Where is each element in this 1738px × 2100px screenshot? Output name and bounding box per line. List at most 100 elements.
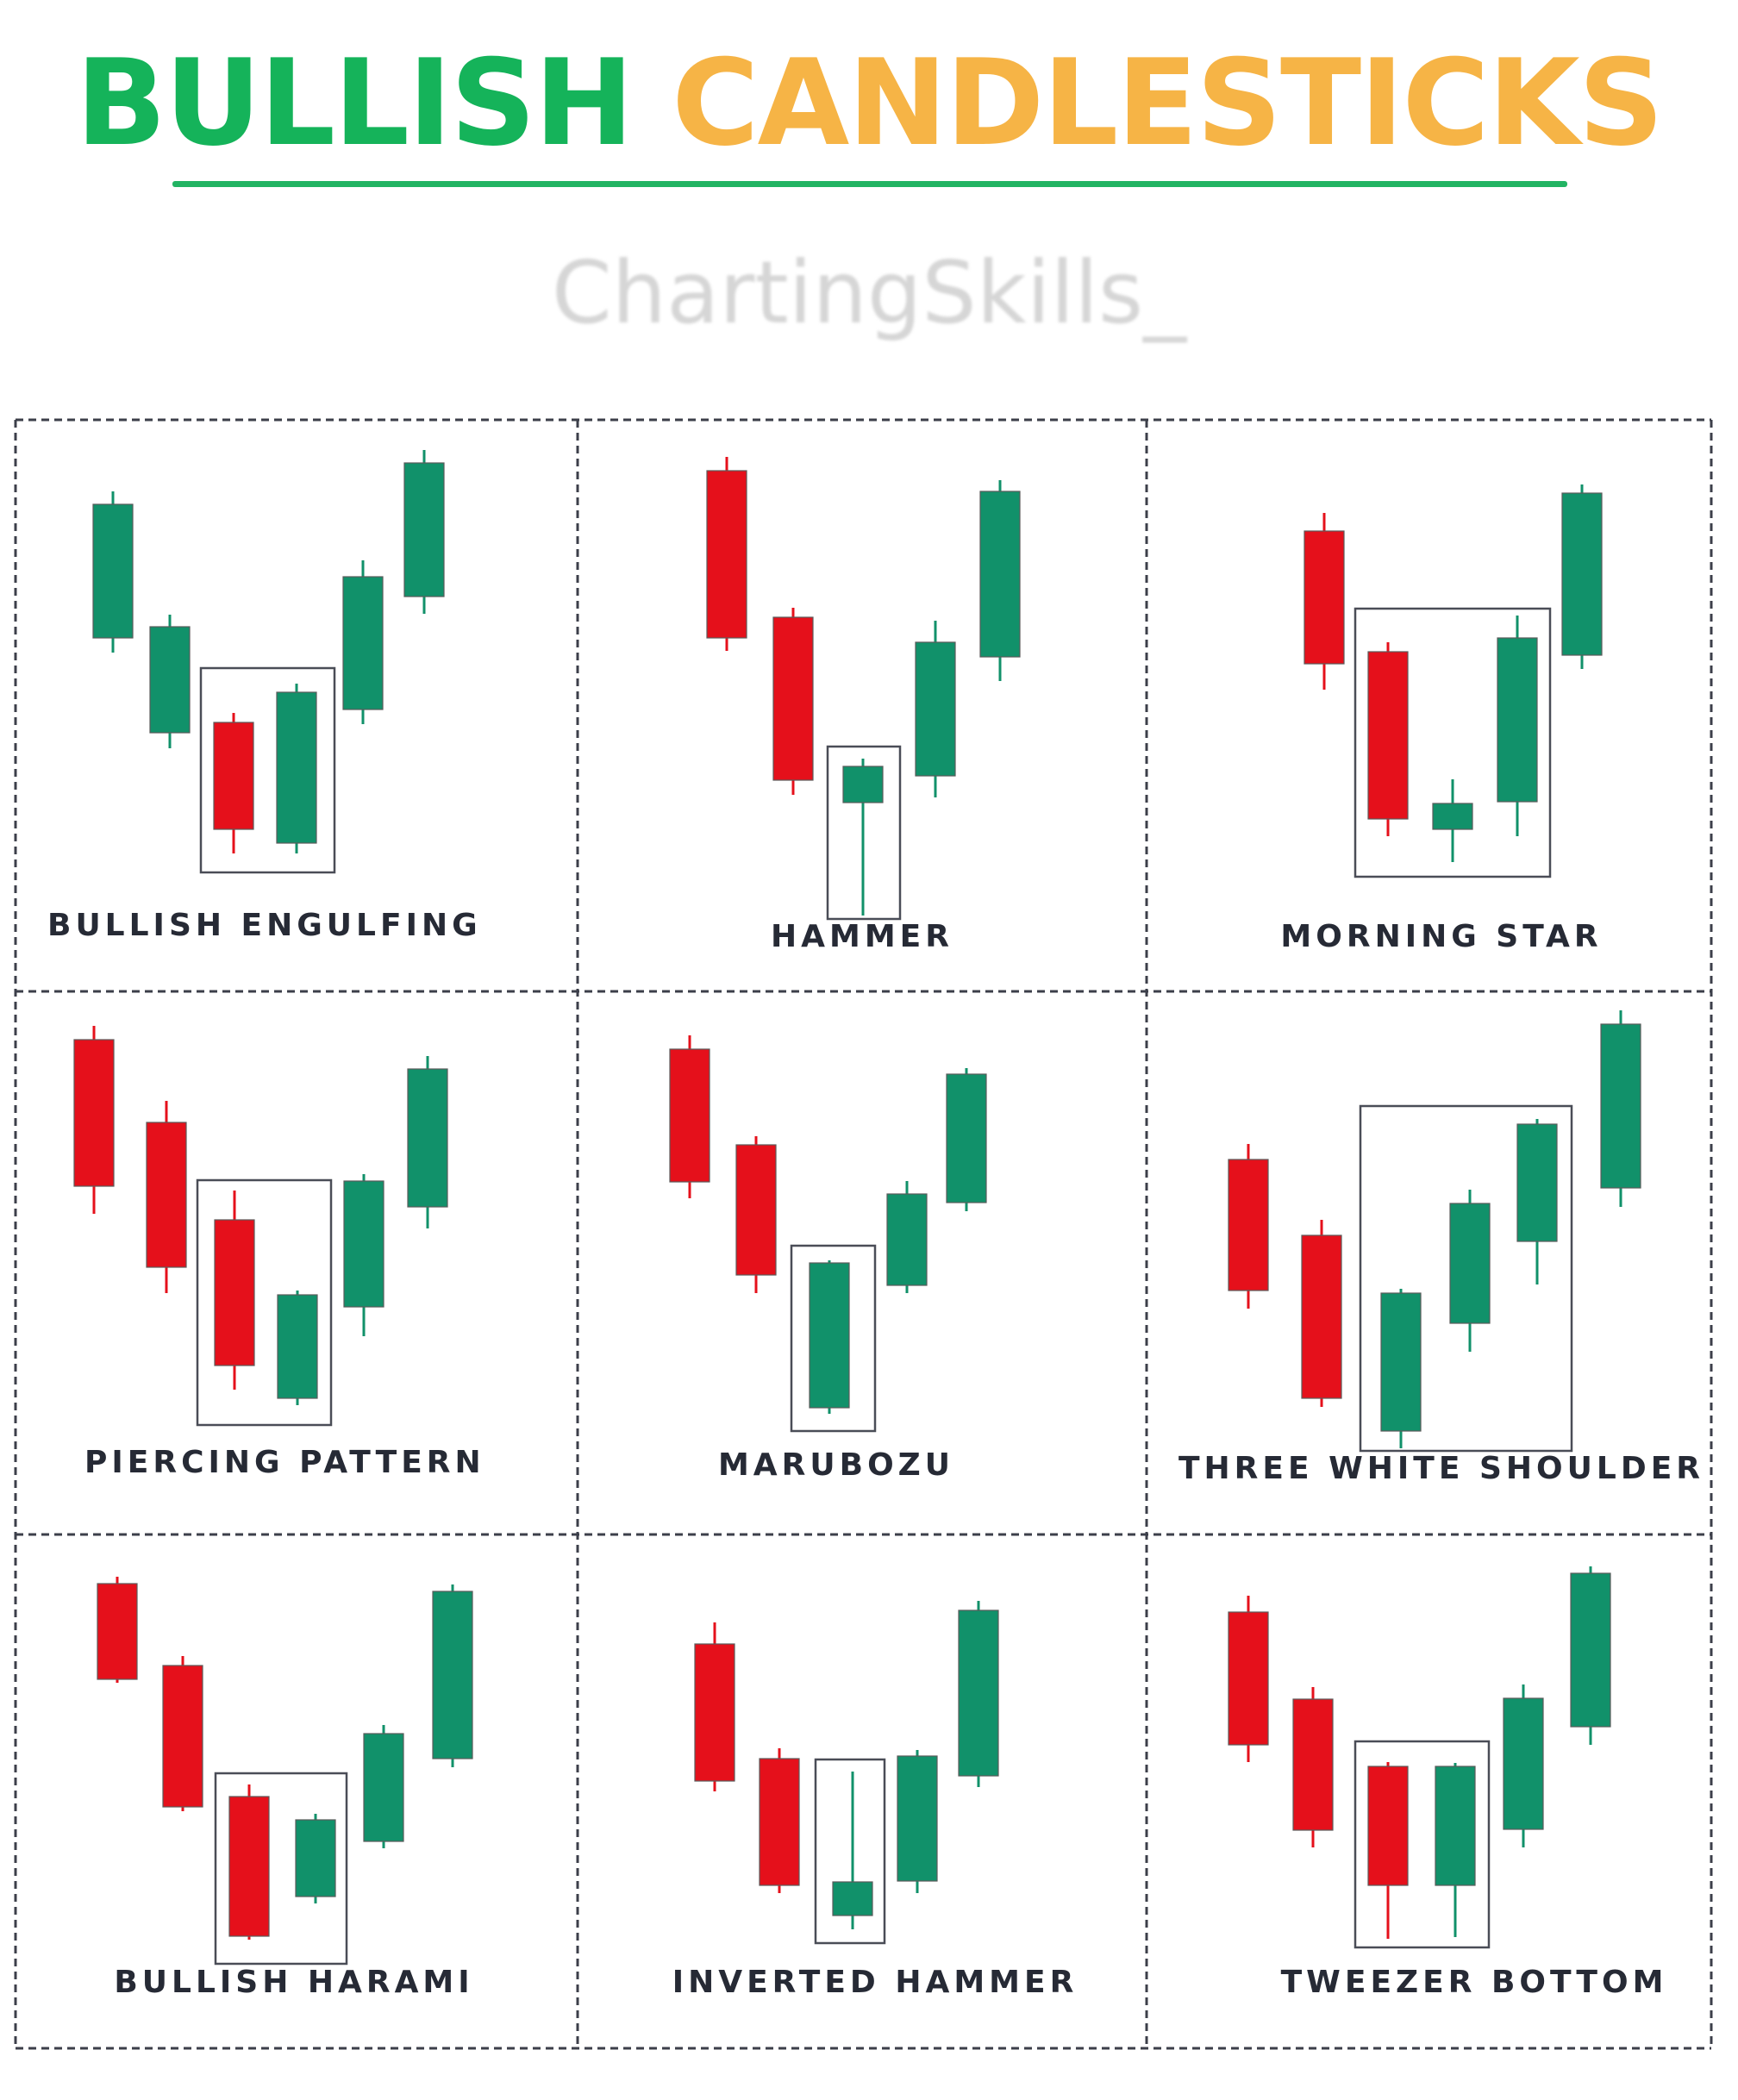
candle-body xyxy=(228,1796,270,1937)
candle-body xyxy=(809,1262,850,1409)
bullish-candle-6 xyxy=(1570,1566,1611,1745)
candle-body xyxy=(759,1758,800,1886)
page-title: BULLISH CANDLESTICKS xyxy=(0,34,1738,172)
candle-body xyxy=(706,470,747,639)
pattern-cell-9 xyxy=(1228,1566,1611,1949)
pattern-highlight-box xyxy=(1354,607,1552,878)
pattern-highlight-box xyxy=(196,1178,333,1427)
candle-body xyxy=(213,722,254,830)
candle-body xyxy=(146,1122,187,1268)
candle-body xyxy=(842,766,884,803)
bearish-candle-1 xyxy=(669,1035,710,1198)
candle-body xyxy=(342,576,384,710)
bullish-candle-5 xyxy=(958,1601,999,1787)
bullish-candle-4 xyxy=(277,1291,318,1405)
bearish-candle-1 xyxy=(97,1577,138,1683)
bearish-candle-2 xyxy=(1292,1687,1334,1847)
bullish-candle-6 xyxy=(1600,1010,1641,1207)
pattern-cell-7 xyxy=(97,1577,473,1966)
candle-body xyxy=(735,1144,777,1276)
title-candlesticks: CANDLESTICKS xyxy=(672,34,1664,172)
bullish-candle-5 xyxy=(979,480,1021,681)
candle-body xyxy=(897,1755,938,1882)
bearish-candle-2 xyxy=(1301,1220,1342,1407)
candle-body xyxy=(1435,1766,1476,1886)
bearish-candle-1 xyxy=(73,1026,115,1214)
bullish-candle-4 xyxy=(295,1814,336,1903)
pattern-label: INVERTED HAMMER xyxy=(672,1965,1078,2000)
bearish-candle-3 xyxy=(213,713,254,853)
pattern-highlight-box xyxy=(814,1758,886,1945)
candle-body xyxy=(979,491,1021,658)
candle-body xyxy=(669,1048,710,1183)
pattern-label: THREE WHITE SHOULDER xyxy=(1178,1451,1704,1486)
bullish-candle-5 xyxy=(946,1068,987,1211)
bullish-candle-5 xyxy=(363,1725,404,1848)
bearish-candle-1 xyxy=(1304,513,1345,690)
candle-body xyxy=(1497,637,1538,803)
pattern-cell-8 xyxy=(694,1601,999,1945)
pattern-cell-3 xyxy=(1304,484,1603,878)
candle-body xyxy=(407,1068,448,1208)
pattern-label: MORNING STAR xyxy=(1280,919,1602,954)
candle-body xyxy=(958,1609,999,1777)
bullish-candle-1 xyxy=(92,491,134,653)
pattern-cell-1 xyxy=(92,450,445,874)
bullish-candle-3 xyxy=(1380,1289,1422,1448)
pattern-highlight-box xyxy=(1354,1740,1491,1949)
bullish-candle-4 xyxy=(276,684,317,853)
candle-body xyxy=(1449,1203,1491,1324)
bullish-candle-3 xyxy=(809,1260,850,1414)
candle-body xyxy=(73,1039,115,1187)
bullish-candle-3 xyxy=(842,759,884,916)
candle-body xyxy=(915,641,956,777)
bullish-candle-5 xyxy=(342,560,384,724)
candle-body xyxy=(1380,1292,1422,1432)
bearish-candle-2 xyxy=(1367,642,1409,836)
bearish-candle-2 xyxy=(162,1656,203,1811)
pattern-highlight-box xyxy=(826,745,902,921)
bullish-candle-4 xyxy=(1497,616,1538,836)
labels-layer: BULLISH ENGULFING HAMMER MORNING STAR PIERC… xyxy=(47,908,1704,2000)
candle-body xyxy=(1292,1698,1334,1831)
candle-body xyxy=(214,1219,255,1366)
pattern-highlight-box xyxy=(1359,1104,1573,1453)
candle-body xyxy=(162,1665,203,1808)
candle-body xyxy=(1367,1766,1409,1886)
candle-body xyxy=(1600,1023,1641,1189)
candle-body xyxy=(832,1881,873,1916)
bearish-candle-2 xyxy=(146,1101,187,1293)
bullish-candle-5 xyxy=(1561,484,1603,669)
candle-body xyxy=(1367,651,1409,820)
pattern-highlight-box xyxy=(199,666,336,874)
bearish-candle-1 xyxy=(706,457,747,651)
bullish-candle-4 xyxy=(897,1750,938,1893)
bullish-candle-3 xyxy=(1432,779,1473,862)
candle-body xyxy=(1432,803,1473,830)
bearish-candle-1 xyxy=(694,1622,735,1791)
bullish-candle-6 xyxy=(407,1056,448,1228)
candle-body xyxy=(1561,492,1603,656)
pattern-highlight-box xyxy=(790,1244,877,1433)
bullish-candle-5 xyxy=(1503,1684,1544,1847)
bullish-candle-5 xyxy=(1516,1119,1558,1284)
pattern-cell-6 xyxy=(1228,1010,1641,1453)
candles-layer xyxy=(73,450,1641,1966)
candle-body xyxy=(363,1733,404,1842)
candle-body xyxy=(403,462,445,597)
candle-body xyxy=(886,1193,928,1286)
bullish-candle-4 xyxy=(915,621,956,797)
candle-body xyxy=(1503,1697,1544,1830)
pattern-label: TWEEZER BOTTOM xyxy=(1281,1965,1668,2000)
candle-body xyxy=(1570,1572,1611,1728)
candle-body xyxy=(1304,530,1345,665)
candle-body xyxy=(1516,1123,1558,1242)
bearish-candle-1 xyxy=(1228,1596,1269,1762)
bearish-candle-3 xyxy=(228,1784,270,1940)
pattern-cell-4 xyxy=(73,1026,448,1427)
candle-body xyxy=(149,626,191,734)
candle-body xyxy=(772,616,814,781)
candle-body xyxy=(295,1819,336,1897)
bullish-candle-4 xyxy=(1449,1190,1491,1352)
bullish-candle-2 xyxy=(149,615,191,748)
